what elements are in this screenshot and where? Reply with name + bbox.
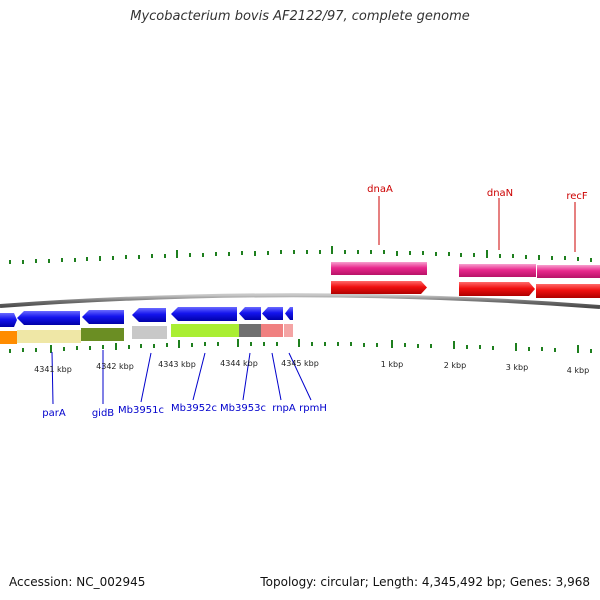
gene-arrow-dnaa: [331, 281, 427, 294]
gene-label-mb3952c: Mb3952c: [171, 403, 217, 414]
feature-dnan-region: [459, 264, 536, 277]
map-title: Mycobacterium bovis AF2122/97, complete …: [130, 9, 470, 24]
accession-text: Accession: NC_002945: [9, 575, 146, 589]
gene-arrow-left-edge: [0, 313, 17, 327]
gene-arrow-rnpa: [262, 307, 283, 320]
gene-arrow-para: [17, 311, 80, 325]
gene-label-dnaa: dnaA: [367, 184, 393, 195]
gene-label-mb3951c: Mb3951c: [118, 405, 164, 416]
bottom-leader-lines: [51, 350, 312, 405]
gene-label-recf: recF: [566, 191, 588, 202]
bottom-gene-labels: parA gidB Mb3951c Mb3952c Mb3953c rnpA r…: [42, 403, 327, 419]
scale-label: 1 kbp: [381, 360, 403, 369]
upper-tick-row: [9, 246, 592, 264]
gene-arrow-dnan: [459, 282, 535, 296]
genome-backbone: [0, 293, 600, 309]
scale-label: 4345 kbp: [281, 359, 319, 368]
scale-label: 4342 kbp: [96, 362, 134, 371]
scale-label: 4344 kbp: [220, 359, 258, 368]
gene-label-gidb: gidB: [92, 408, 114, 419]
top-gene-labels: dnaA dnaN recF: [367, 184, 588, 202]
gene-arrow-recf: [536, 284, 600, 298]
scale-labels: 4341 kbp 4342 kbp 4343 kbp 4344 kbp 4345…: [34, 359, 589, 375]
topology-text: Topology: circular; Length: 4,345,492 bp…: [260, 575, 590, 589]
gene-arrow-mb3952c: [171, 307, 237, 321]
feature-dnaa-region: [331, 262, 427, 275]
gene-arrow-mb3951c: [132, 308, 166, 322]
lower-tick-row: [9, 339, 592, 353]
gene-arrow-rpmh: [285, 307, 293, 320]
gene-arrow-mb3953c: [239, 307, 261, 320]
category-bars: [0, 324, 293, 344]
gene-label-mb3953c: Mb3953c: [220, 403, 266, 414]
gene-label-para: parA: [42, 408, 66, 419]
gene-label-rpmh: rpmH: [299, 403, 327, 414]
top-leader-lines: [378, 196, 576, 252]
gene-label-rnpa: rnpA: [272, 403, 296, 414]
forward-features: [331, 262, 600, 298]
scale-label: 3 kbp: [506, 363, 528, 372]
gene-arrow-gidb: [82, 310, 124, 324]
scale-label: 2 kbp: [444, 361, 466, 370]
feature-recf-region: [537, 265, 600, 278]
scale-label: 4343 kbp: [158, 360, 196, 369]
scale-label: 4 kbp: [567, 366, 589, 375]
scale-label: 4341 kbp: [34, 365, 72, 374]
gene-label-dnan: dnaN: [487, 188, 513, 199]
reverse-genes: [0, 307, 293, 327]
